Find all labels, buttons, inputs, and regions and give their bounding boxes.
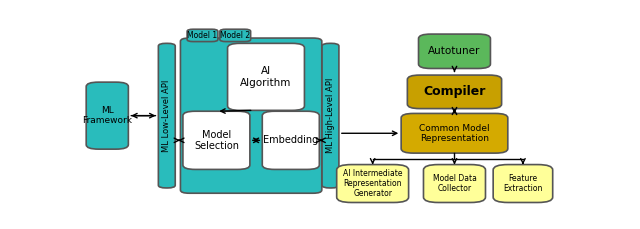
Text: Model Data
Collector: Model Data Collector <box>433 174 476 193</box>
FancyBboxPatch shape <box>419 34 490 68</box>
FancyBboxPatch shape <box>220 29 251 42</box>
Text: Model
Selection: Model Selection <box>194 130 239 151</box>
Text: Model 1: Model 1 <box>188 31 218 40</box>
FancyBboxPatch shape <box>86 82 129 149</box>
FancyBboxPatch shape <box>180 38 322 193</box>
FancyBboxPatch shape <box>493 165 553 202</box>
Text: ML High-Level API: ML High-Level API <box>326 78 335 153</box>
Text: Common Model
Representation: Common Model Representation <box>419 124 490 143</box>
Text: AI
Algorithm: AI Algorithm <box>240 66 292 88</box>
Text: ML
Framework: ML Framework <box>83 106 132 125</box>
FancyBboxPatch shape <box>187 29 218 42</box>
Text: Feature
Extraction: Feature Extraction <box>503 174 543 193</box>
Text: Compiler: Compiler <box>423 85 486 98</box>
FancyBboxPatch shape <box>424 165 486 202</box>
FancyBboxPatch shape <box>183 111 250 169</box>
FancyBboxPatch shape <box>408 75 502 109</box>
FancyBboxPatch shape <box>322 43 339 188</box>
Text: Model 2: Model 2 <box>220 31 250 40</box>
FancyBboxPatch shape <box>228 43 305 110</box>
FancyBboxPatch shape <box>262 111 319 169</box>
FancyBboxPatch shape <box>337 165 408 202</box>
Text: AI Intermediate
Representation
Generator: AI Intermediate Representation Generator <box>343 169 403 199</box>
Text: Autotuner: Autotuner <box>428 46 481 56</box>
FancyBboxPatch shape <box>401 113 508 153</box>
FancyBboxPatch shape <box>158 43 175 188</box>
Text: Embedding: Embedding <box>263 135 319 145</box>
Text: ML Low-Level API: ML Low-Level API <box>163 79 172 152</box>
